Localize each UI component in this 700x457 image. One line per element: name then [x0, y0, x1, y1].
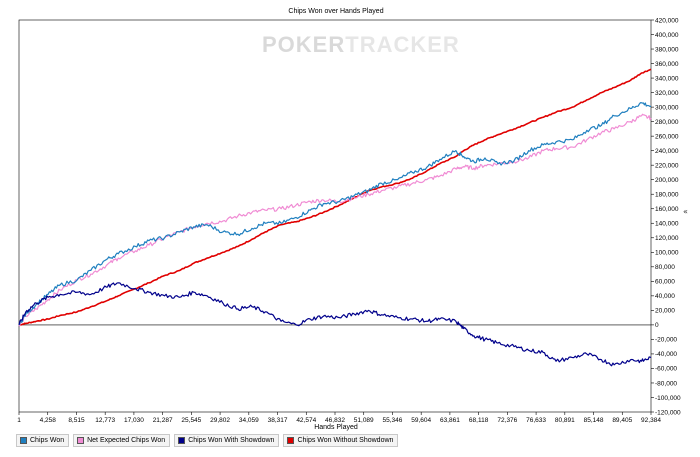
y-tick-label: 0 [655, 322, 659, 329]
x-tick-label: 8,515 [68, 417, 85, 424]
watermark-tracker: TRACKER [345, 32, 460, 57]
y-tick-label: 280,000 [655, 119, 679, 126]
y-tick-label: 360,000 [655, 61, 679, 68]
x-tick-label: 55,346 [383, 417, 403, 424]
legend-item-without-showdown[interactable]: Chips Won Without Showdown [283, 434, 399, 447]
legend-item-with-showdown[interactable]: Chips Won With Showdown [174, 434, 280, 447]
x-tick-label: 92,384 [641, 417, 661, 424]
y-tick-label: 160,000 [655, 206, 679, 213]
y-tick-label: 120,000 [655, 235, 679, 242]
y-tick-label: 220,000 [655, 162, 679, 169]
y-tick-label: 420,000 [655, 17, 679, 24]
series-line-chips-won [18, 102, 652, 326]
legend-swatch-net-expected [77, 437, 85, 444]
legend-item-net-expected[interactable]: Net Expected Chips Won [73, 434, 171, 447]
x-tick-label: 12,773 [95, 417, 115, 424]
x-tick-label: 25,545 [181, 417, 201, 424]
series-line-chips-won-without-showdown [18, 68, 652, 326]
x-tick-label: 38,317 [268, 417, 288, 424]
y-tick-label: 300,000 [655, 104, 679, 111]
x-tick-label: 68,118 [469, 417, 489, 424]
y-tick-label: 240,000 [655, 148, 679, 155]
watermark-poker: POKER [262, 32, 345, 57]
chart-legend: Chips Won Net Expected Chips Won Chips W… [16, 434, 399, 447]
x-tick-label: 51,089 [354, 417, 374, 424]
legend-label: Chips Won [30, 437, 65, 444]
x-tick-label: 85,148 [584, 417, 604, 424]
x-tick-label: 17,030 [124, 417, 144, 424]
y-tick-label: 200,000 [655, 177, 679, 184]
y-tick-label: 20,000 [655, 308, 675, 315]
x-tick-label: 29,802 [210, 417, 230, 424]
y-tick-label: 340,000 [655, 75, 679, 82]
y-tick-label: -40,000 [655, 351, 677, 358]
legend-swatch-chips-won [20, 437, 27, 444]
legend-label: Chips Won Without Showdown [297, 437, 394, 444]
y-tick-label: 140,000 [655, 221, 679, 228]
x-tick-label: 46,832 [325, 417, 345, 424]
svg-text:POKERTRACKER: POKERTRACKER [262, 32, 460, 57]
x-tick-label: 80,891 [555, 417, 575, 424]
y-tick-label: 380,000 [655, 46, 679, 53]
x-tick-label: 34,059 [239, 417, 259, 424]
y-tick-label: -20,000 [655, 337, 677, 344]
y-tick-label: 100,000 [655, 250, 679, 257]
y-tick-label: 80,000 [655, 264, 675, 271]
y-tick-label: 180,000 [655, 192, 679, 199]
y-tick-label: -60,000 [655, 366, 677, 373]
x-axis-label: Hands Played [314, 424, 358, 431]
y-tick-label: 260,000 [655, 133, 679, 140]
y-tick-label: 320,000 [655, 90, 679, 97]
y-tick-label: 40,000 [655, 293, 675, 300]
y-tick-label: -80,000 [655, 380, 677, 387]
x-tick-label: 42,574 [296, 417, 316, 424]
y-tick-label: -100,000 [655, 395, 681, 402]
x-tick-label: 76,633 [526, 417, 546, 424]
x-tick-label: 1 [17, 417, 21, 424]
x-tick-label: 59,604 [411, 417, 431, 424]
legend-label: Chips Won With Showdown [188, 437, 275, 444]
legend-swatch-without-showdown [287, 437, 295, 444]
x-tick-label: 63,861 [440, 417, 460, 424]
pokertracker-watermark: POKERTRACKER [262, 32, 460, 57]
y-tick-label: 60,000 [655, 279, 675, 286]
y-tick-label: 400,000 [655, 32, 679, 39]
x-tick-label: 72,376 [497, 417, 517, 424]
legend-item-chips-won[interactable]: Chips Won [16, 434, 70, 447]
scroll-marker-icon: « [683, 207, 688, 216]
chart-title: Chips Won over Hands Played [288, 8, 383, 15]
x-tick-label: 4,258 [40, 417, 57, 424]
series-line-chips-won-with-showdown [18, 282, 652, 367]
legend-label: Net Expected Chips Won [87, 437, 166, 444]
x-tick-label: 21,287 [153, 417, 173, 424]
y-tick-label: -120,000 [655, 409, 681, 416]
legend-swatch-with-showdown [178, 437, 186, 444]
x-tick-label: 89,405 [612, 417, 632, 424]
